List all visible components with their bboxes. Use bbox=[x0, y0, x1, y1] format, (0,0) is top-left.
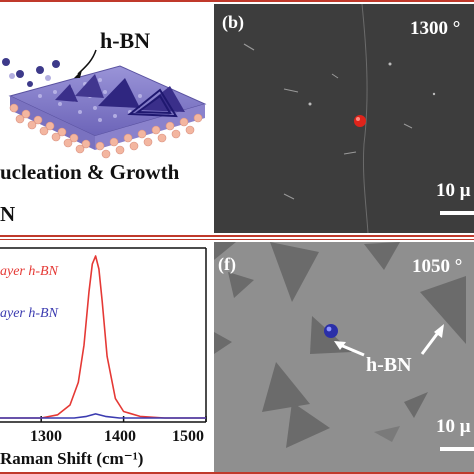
xtick-1300: 1300 bbox=[30, 428, 62, 445]
hbn-triangle bbox=[286, 402, 330, 448]
divider-middle bbox=[0, 235, 474, 237]
raman-series-line-0 bbox=[0, 255, 206, 419]
raman-chart bbox=[0, 247, 207, 423]
temperature-label-f: 1050 ° bbox=[412, 256, 463, 277]
scale-bar-label-b: 10 μ bbox=[436, 180, 471, 201]
divider-top bbox=[0, 0, 474, 2]
temperature-label-b: 1300 ° bbox=[410, 18, 461, 39]
schematic-bottom-text: N bbox=[0, 202, 16, 226]
schematic-hbn-label: h-BN bbox=[100, 28, 151, 53]
xtick-1500: 1500 bbox=[172, 428, 204, 445]
scale-bar-label-f: 10 μ bbox=[436, 416, 471, 437]
raman-series-line-1 bbox=[0, 413, 206, 419]
sem-hbn-label: h-BN bbox=[366, 354, 412, 376]
legend-red-label: ayer h-BN bbox=[0, 264, 58, 279]
schematic-growth-text: ucleation & Growth bbox=[0, 160, 180, 184]
sem-image-f bbox=[214, 242, 474, 472]
divider-middle-2 bbox=[0, 239, 474, 240]
hbn-triangle bbox=[214, 242, 236, 260]
divider-bottom bbox=[0, 472, 474, 474]
sem-panel-f: (f) 1050 ° h-BN 10 μ bbox=[214, 242, 474, 472]
hbn-triangle bbox=[262, 362, 310, 412]
panel-label-b: (b) bbox=[222, 12, 244, 32]
sem-panel-b: (b) 1300 ° 10 μ bbox=[214, 4, 474, 233]
panel-label-f: (f) bbox=[218, 254, 236, 274]
scale-bar-f bbox=[440, 447, 474, 451]
red-marker-sphere bbox=[354, 115, 366, 127]
hbn-triangle bbox=[270, 242, 319, 302]
schematic-panel: h-BN ucleation & Growth N bbox=[0, 4, 214, 233]
hbn-triangle bbox=[228, 272, 254, 298]
hbn-growth-schematic-illustration bbox=[2, 49, 207, 159]
hbn-triangle bbox=[420, 276, 466, 344]
hbn-triangle bbox=[404, 392, 428, 418]
legend-blue-label: ayer h-BN bbox=[0, 306, 58, 321]
hbn-triangle bbox=[364, 242, 400, 270]
sem-image-b bbox=[214, 4, 474, 233]
raman-xlabel: Raman Shift (cm⁻¹) bbox=[0, 449, 144, 468]
hbn-triangle bbox=[214, 332, 232, 354]
scale-bar-b bbox=[440, 211, 474, 215]
blue-marker-sphere bbox=[324, 324, 338, 338]
xtick-1400: 1400 bbox=[104, 428, 136, 445]
raman-panel: ayer h-BN ayer h-BN 1300 1400 1500 Raman… bbox=[0, 242, 214, 472]
